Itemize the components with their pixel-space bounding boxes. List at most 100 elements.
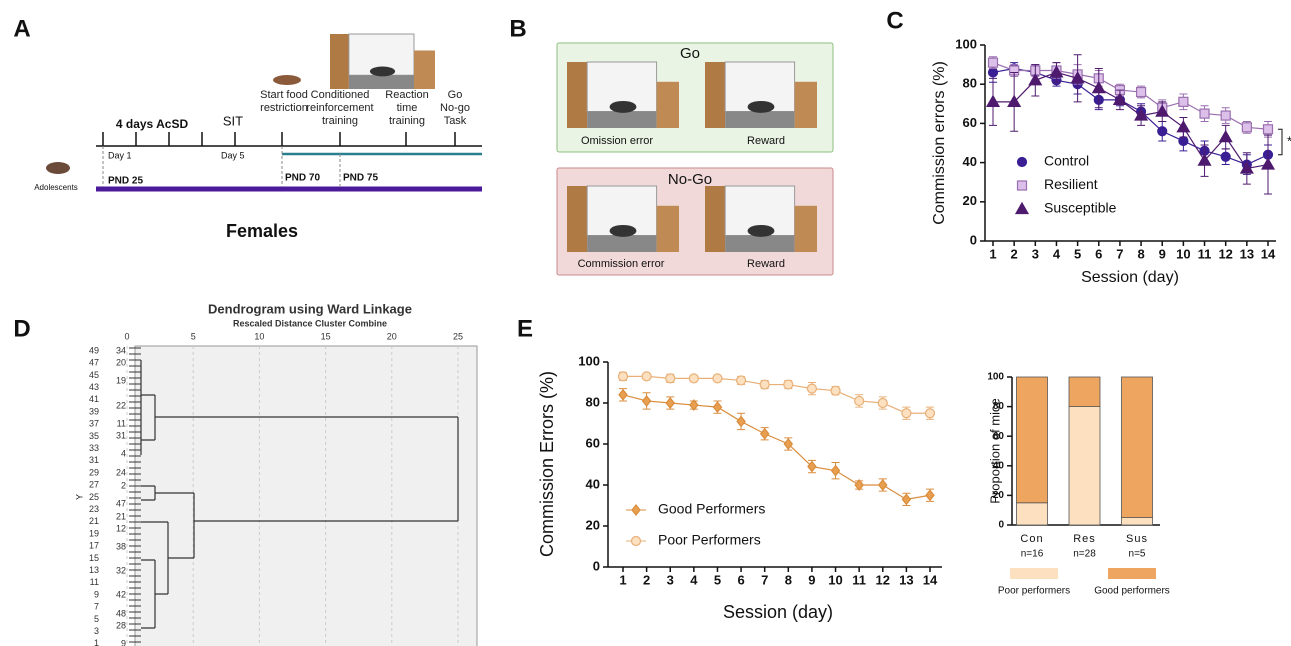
x-tick-label: 2 — [1011, 246, 1018, 261]
leaf-id: 4 — [121, 448, 126, 458]
x-tick-label: 5 — [1074, 246, 1081, 261]
x-tick-label: 4 — [690, 572, 698, 587]
y-tick-label: 100 — [955, 36, 977, 51]
x-tick-label: 7 — [761, 572, 768, 587]
marker — [759, 427, 770, 440]
case-label: 21 — [89, 516, 99, 526]
x-tick-label: 5 — [714, 572, 721, 587]
marker — [1220, 110, 1231, 121]
x-tick-label: 6 — [1095, 246, 1102, 261]
marker — [618, 388, 628, 401]
cage-wall — [567, 62, 588, 128]
x-tick-label: 12 — [876, 572, 890, 587]
marker — [987, 57, 999, 68]
cage-box — [794, 205, 817, 252]
marker — [1157, 126, 1168, 137]
cage-box — [656, 205, 679, 252]
y-tick-label: 20 — [963, 193, 977, 208]
leaf-id: 47 — [116, 498, 126, 508]
x-tick-label: 9 — [1159, 246, 1166, 261]
case-label: 35 — [89, 431, 99, 441]
marker — [641, 394, 652, 407]
pnd-label: PND 25 — [108, 176, 143, 187]
marker — [1197, 153, 1212, 166]
leaf-id: 21 — [116, 511, 126, 521]
legend-swatch — [1108, 568, 1156, 579]
box-label: Commission error — [578, 258, 665, 270]
marker — [759, 379, 770, 390]
x-tick-label: 7 — [1116, 246, 1123, 261]
marker — [1178, 135, 1189, 147]
marker — [877, 397, 888, 409]
dendro-tick-label: 5 — [191, 331, 196, 341]
y-tick-label: 0 — [998, 520, 1004, 531]
category-note: n=5 — [1129, 549, 1146, 560]
y-tick-label: 20 — [993, 490, 1005, 501]
x-tick-label: 8 — [785, 572, 792, 587]
x-tick-label: Con — [1020, 533, 1043, 545]
marker — [712, 373, 723, 384]
leaf-id: 38 — [116, 541, 126, 551]
case-label: 39 — [89, 406, 99, 416]
bar-segment — [1016, 376, 1048, 504]
case-label: 5 — [94, 614, 99, 624]
case-label: 1 — [94, 638, 99, 646]
x-tick-label: 3 — [1032, 246, 1039, 261]
y-tick-label: 100 — [987, 372, 1004, 383]
x-tick-label: 9 — [808, 572, 815, 587]
marker — [924, 408, 936, 419]
case-label: 7 — [94, 602, 99, 612]
y-tick-label: 60 — [963, 115, 977, 130]
day-label: Day 1 — [108, 150, 132, 160]
cage-floor — [725, 111, 795, 128]
marker — [1178, 96, 1189, 107]
x-axis-title: Session (day) — [1081, 269, 1179, 286]
mouse — [369, 66, 396, 77]
case-label: 43 — [89, 382, 99, 392]
x-tick-label: 13 — [899, 572, 913, 587]
leaf-id: 48 — [116, 608, 126, 618]
marker — [712, 401, 723, 414]
mouse-icon — [46, 162, 70, 174]
legend-label: Poor performers — [998, 586, 1070, 597]
cage-floor — [587, 235, 657, 252]
x-axis-title: Session (day) — [723, 602, 833, 622]
legend-label: Control — [1044, 153, 1089, 169]
marker — [901, 493, 912, 506]
dendro-tick-label: 25 — [453, 331, 463, 341]
marker — [1176, 120, 1191, 133]
x-tick-label: 8 — [1137, 246, 1144, 261]
marker — [735, 375, 747, 386]
marker — [689, 399, 699, 412]
y-axis-title: Commission errors (%) — [931, 61, 948, 225]
case-label: 9 — [94, 589, 99, 599]
x-tick-label: 13 — [1240, 246, 1254, 261]
dendro-title: Dendrogram using Ward Linkage — [208, 301, 412, 316]
case-label: 27 — [89, 480, 99, 490]
marker — [1260, 157, 1276, 170]
leaf-id: 31 — [116, 430, 126, 440]
cage-floor — [725, 235, 795, 252]
marker — [806, 383, 818, 394]
marker — [1262, 124, 1274, 135]
y-axis-title: Proportion of mice — [987, 398, 1002, 504]
case-label: 19 — [89, 528, 99, 538]
marker — [1016, 180, 1028, 191]
bar-segment — [1068, 376, 1101, 408]
x-tick-label: 1 — [619, 572, 626, 587]
leaf-id: 12 — [116, 523, 126, 533]
marker — [854, 479, 864, 491]
x-tick-label: 10 — [1176, 246, 1190, 261]
case-label: 33 — [89, 443, 99, 453]
marker — [901, 408, 912, 419]
y-tick-label: 80 — [586, 394, 600, 409]
legend-label: Poor Performers — [658, 532, 761, 548]
case-label: 25 — [89, 492, 99, 502]
x-tick-label: 3 — [667, 572, 674, 587]
case-label: 15 — [89, 553, 99, 563]
mouse — [747, 224, 775, 237]
case-label: 3 — [94, 626, 99, 636]
y-tick-label: 20 — [586, 517, 600, 532]
case-label: 45 — [89, 370, 99, 380]
dendro-tick-label: 20 — [387, 331, 397, 341]
